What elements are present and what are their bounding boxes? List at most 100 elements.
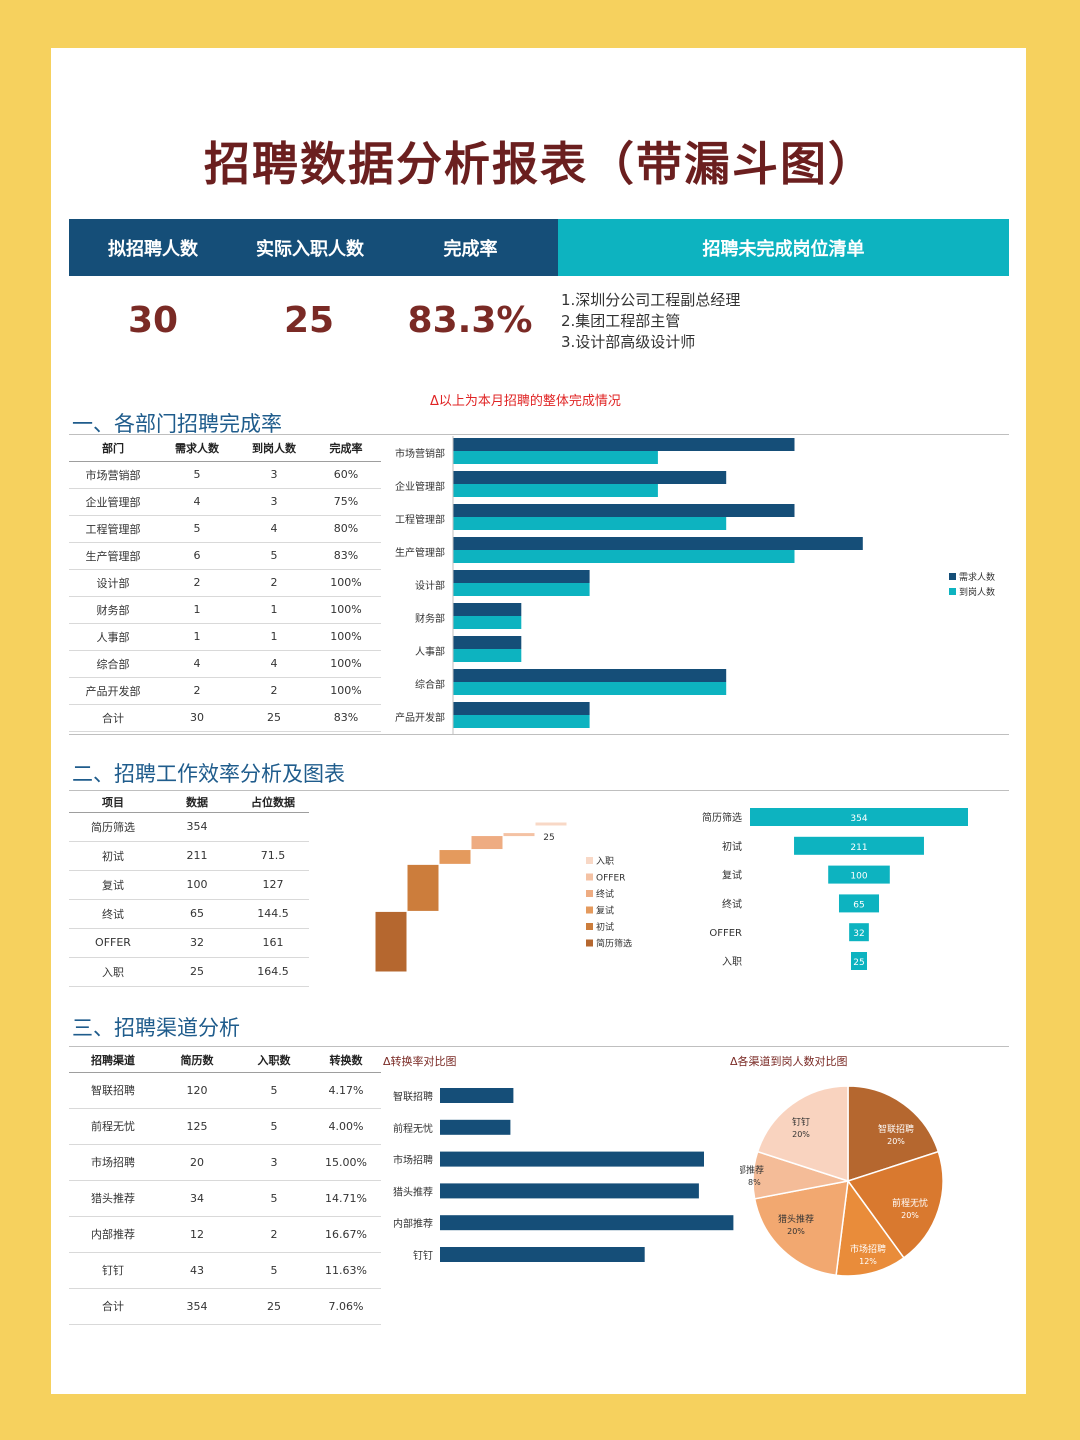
dept-bar-demand	[453, 702, 590, 715]
table-cell: 4	[157, 488, 237, 516]
table-cell: 4	[237, 515, 311, 543]
table-cell: 2	[237, 1216, 311, 1253]
dept-bar-arrived	[453, 682, 727, 695]
dept-axis-label: 工程管理部	[395, 513, 445, 526]
dept-bar-demand	[453, 504, 795, 517]
dept-bar-demand	[453, 438, 795, 451]
table-cell: 终试	[69, 899, 157, 929]
table-cell: 4	[237, 650, 311, 678]
dept-axis-label: 市场营销部	[395, 447, 445, 460]
table-cell: 75%	[311, 488, 381, 516]
dept-axis-label: 生产管理部	[395, 546, 445, 559]
table-cell: 前程无忧	[69, 1108, 157, 1145]
dept-bar-arrived	[453, 517, 727, 530]
kpi-value-rate: 83.3%	[407, 300, 533, 341]
kpi-label-planned: 拟招聘人数	[108, 238, 198, 260]
table-cell: 2	[237, 677, 311, 705]
table-row: 内部推荐 12 2 16.67%	[69, 1216, 381, 1253]
table-cell: OFFER	[69, 928, 157, 958]
table-cell: 1	[157, 623, 237, 651]
table-cell: 20	[157, 1144, 237, 1181]
table-cell: 5	[237, 542, 311, 570]
legend-swatch	[586, 890, 593, 897]
table-cell: 猎头推荐	[69, 1180, 157, 1217]
table-cell: 7.06%	[311, 1288, 381, 1325]
dept-axis-label: 人事部	[415, 645, 445, 658]
dept-bar-demand	[453, 669, 727, 682]
table-cell: 1	[237, 596, 311, 624]
table-cell: 100%	[311, 569, 381, 597]
conversion-note: Δ转换率对比图	[383, 1055, 457, 1068]
table-cell: 43	[157, 1252, 237, 1289]
funnel-axis-label: 入职	[722, 956, 742, 968]
funnel-value-label: 32	[853, 929, 864, 939]
table-row: 初试 211 71.5	[69, 841, 309, 871]
table-cell: 3	[237, 461, 311, 489]
table-cell: 3	[237, 488, 311, 516]
funnel-bar	[851, 952, 867, 970]
dept-axis-label: 企业管理部	[395, 480, 445, 493]
table-cell: 12	[157, 1216, 237, 1253]
legend-label: 复试	[596, 905, 614, 917]
table-row: 合计 354 25 7.06%	[69, 1288, 381, 1325]
table-row: 智联招聘 120 5 4.17%	[69, 1072, 381, 1109]
table-cell: 71.5	[237, 841, 309, 871]
legend-label: 初试	[596, 921, 614, 933]
pie-category-label: 猎头推荐	[778, 1213, 814, 1225]
kpi-label-actual: 实际入职人数	[256, 238, 364, 260]
dept-bar-demand	[453, 603, 522, 616]
legend-swatch	[586, 923, 593, 930]
table-cell: 人事部	[69, 623, 157, 651]
todo-item: 1.深圳分公司工程副总经理	[561, 291, 741, 309]
table-cell: 83%	[311, 542, 381, 570]
table-row: 钉钉 43 5 11.63%	[69, 1252, 381, 1289]
table-cell: 1	[157, 596, 237, 624]
pie-category-label: 内部推荐	[740, 1164, 764, 1176]
table-cell: 2	[157, 677, 237, 705]
conversion-axis-label: 智联招聘	[393, 1090, 433, 1103]
table-cell: 4	[157, 650, 237, 678]
table-cell: 5	[237, 1252, 311, 1289]
table-cell: 83%	[311, 704, 381, 732]
dept-bar-demand	[453, 471, 727, 484]
table-cell: 4.00%	[311, 1108, 381, 1145]
legend-label: OFFER	[596, 874, 625, 884]
table-cell: 2	[157, 569, 237, 597]
table-row: 前程无忧 125 5 4.00%	[69, 1108, 381, 1145]
table-cell: 6	[157, 542, 237, 570]
col-header: 招聘渠道	[69, 1048, 157, 1073]
table-cell: 5	[237, 1072, 311, 1109]
table-cell: 5	[157, 515, 237, 543]
table-row: 工程管理部 5 4 80%	[69, 515, 381, 543]
page-title: 招聘数据分析报表（带漏斗图）	[204, 137, 876, 191]
table-cell: 初试	[69, 841, 157, 871]
section1-title: 一、各部门招聘完成率	[72, 412, 282, 436]
funnel-bar	[838, 894, 880, 913]
funnel-bar	[750, 808, 968, 826]
col-header: 到岗人数	[237, 436, 311, 462]
table-row: 市场营销部 5 3 60%	[69, 461, 381, 489]
conversion-bar	[440, 1151, 704, 1167]
section1-bottom-divider	[69, 734, 1009, 735]
funnel-axis-label: 简历筛选	[702, 811, 742, 824]
table-cell: 市场营销部	[69, 461, 157, 489]
table-cell: 80%	[311, 515, 381, 543]
table-cell: 5	[157, 461, 237, 489]
waterfall-data-label: 25	[543, 833, 554, 843]
pie-category-label: 钉钉	[792, 1117, 810, 1128]
legend-label: 到岗人数	[959, 586, 995, 598]
kpi-value-planned: 30	[127, 300, 179, 341]
table-cell: 3	[237, 1144, 311, 1181]
section3-title: 三、招聘渠道分析	[72, 1016, 240, 1040]
todo-item: 2.集团工程部主管	[561, 312, 681, 330]
table-cell: 14.71%	[311, 1180, 381, 1217]
col-header: 项目	[69, 792, 157, 813]
pie-slice	[846, 1150, 944, 1259]
funnel-value-label: 354	[850, 814, 867, 824]
legend-label: 终试	[596, 888, 614, 900]
table-cell: 65	[157, 899, 237, 929]
pie-percent-label: 20%	[787, 1227, 805, 1236]
table-row: 复试 100 127	[69, 870, 309, 900]
legend-label: 需求人数	[959, 571, 995, 583]
waterfall-step-bar	[438, 849, 472, 865]
